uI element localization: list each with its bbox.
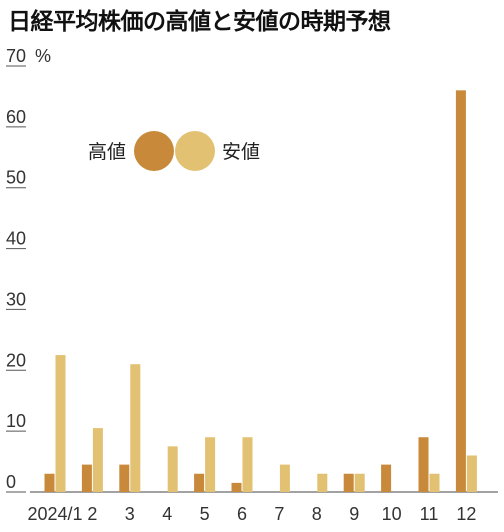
x-tick-label: 12 xyxy=(456,504,476,524)
x-tick-label: 10 xyxy=(382,504,402,524)
x-tick-label: 2024/1 xyxy=(27,504,82,524)
bar-high xyxy=(381,464,392,492)
y-unit-label: % xyxy=(35,46,51,66)
x-tick-label: 9 xyxy=(349,504,359,524)
legend-swatch-high xyxy=(134,131,174,171)
x-tick-label: 2 xyxy=(87,504,97,524)
bar-low xyxy=(317,473,328,492)
bar-low xyxy=(429,473,440,492)
bar-high xyxy=(231,482,242,492)
x-tick-label: 8 xyxy=(312,504,322,524)
bar-low xyxy=(130,364,141,492)
bar-low xyxy=(279,464,290,492)
bar-high xyxy=(343,473,354,492)
chart-title: 日経平均株価の高値と安値の時期予想 xyxy=(8,9,391,35)
bar-low xyxy=(205,437,216,492)
bar-high xyxy=(194,473,205,492)
bar-high xyxy=(119,464,130,492)
bar-low xyxy=(354,473,365,492)
bar-low xyxy=(55,355,66,492)
bar-low xyxy=(242,437,253,492)
legend-label-high: 高値 xyxy=(88,141,126,163)
bar-high xyxy=(44,473,55,492)
y-tick-label: 30 xyxy=(6,289,26,309)
y-tick-label: 50 xyxy=(6,168,26,188)
bar-high xyxy=(455,90,466,492)
y-tick-label: 40 xyxy=(6,229,26,249)
x-tick-label: 5 xyxy=(200,504,210,524)
x-tick-label: 11 xyxy=(420,504,439,524)
bar-high xyxy=(81,464,92,492)
y-tick-label: 70 xyxy=(6,46,26,66)
x-tick-label: 3 xyxy=(125,504,135,524)
x-tick-label: 4 xyxy=(162,504,172,524)
y-tick-label: 0 xyxy=(6,472,16,492)
y-tick-label: 10 xyxy=(6,411,26,431)
legend-label-low: 安値 xyxy=(222,141,260,163)
bar-low xyxy=(466,455,477,492)
y-tick-label: 20 xyxy=(6,350,26,370)
bar-low xyxy=(92,428,103,492)
bar-high xyxy=(418,437,429,492)
x-tick-label: 7 xyxy=(274,504,284,524)
x-tick-label: 6 xyxy=(237,504,247,524)
legend-swatch-low xyxy=(175,131,215,171)
bar-low xyxy=(167,446,178,492)
y-tick-label: 60 xyxy=(6,107,26,127)
